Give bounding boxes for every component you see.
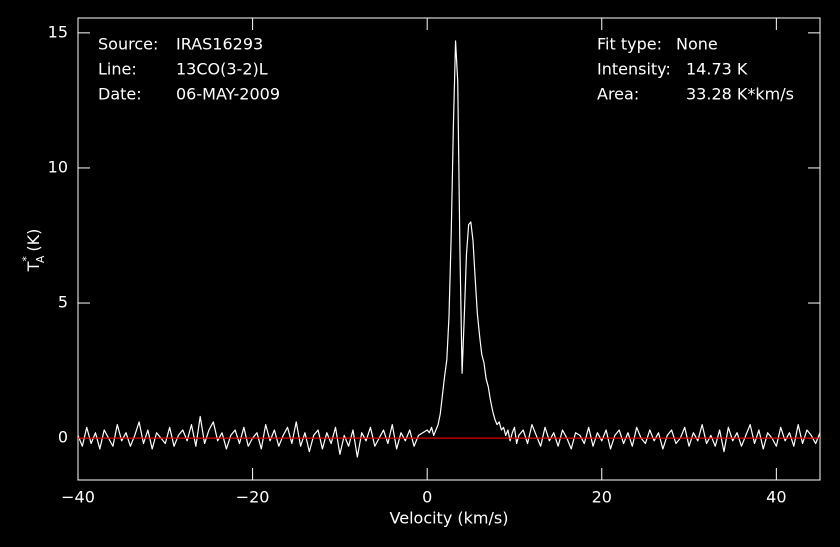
x-tick-label: −20 — [236, 488, 270, 507]
y-tick-label: 10 — [48, 157, 68, 176]
annotation-value: 06-MAY-2009 — [176, 85, 280, 104]
annotation-label: Fit type: — [597, 35, 662, 54]
x-tick-label: −40 — [61, 488, 95, 507]
annotation-value: 13CO(3-2)L — [176, 60, 268, 79]
y-label-unit: (K) — [24, 229, 43, 252]
annotation-value: None — [676, 35, 718, 54]
y-label-sup: * — [20, 256, 33, 262]
annotation-value: IRAS16293 — [176, 35, 263, 54]
y-label-sub: A — [34, 255, 47, 263]
y-axis-label: T*A (K) — [20, 229, 47, 273]
annotation-value: 33.28 K*km/s — [686, 85, 794, 104]
x-axis-label: Velocity (km/s) — [390, 509, 509, 528]
y-tick-label: 5 — [58, 293, 68, 312]
annotation-label: Line: — [98, 60, 137, 79]
x-tick-label: 0 — [422, 488, 432, 507]
annotation-value: 14.73 K — [686, 60, 748, 79]
y-tick-label: 0 — [58, 428, 68, 447]
y-label-symbol: T — [24, 261, 43, 272]
annotation-label: Source: — [98, 35, 158, 54]
y-tick-label: 15 — [48, 22, 68, 41]
annotation-label: Area: — [597, 85, 639, 104]
x-tick-label: 20 — [592, 488, 612, 507]
annotation-label: Date: — [98, 85, 142, 104]
annotation-label: Intensity: — [597, 60, 671, 79]
x-tick-label: 40 — [766, 488, 786, 507]
plot-frame — [77, 17, 821, 481]
